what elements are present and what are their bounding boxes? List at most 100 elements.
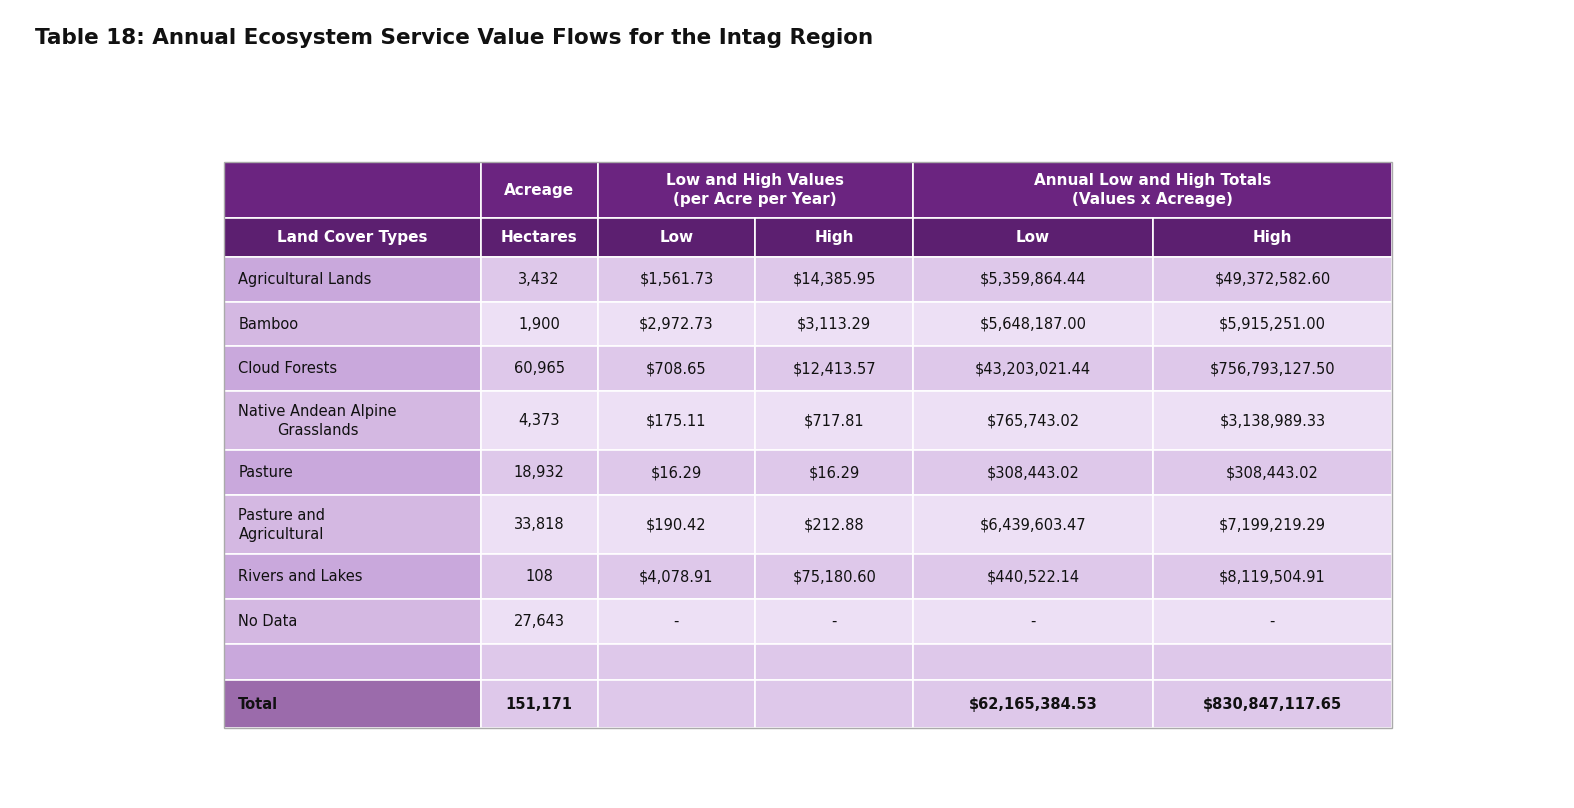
Text: -: - bbox=[1029, 614, 1036, 629]
Bar bbox=[224, 554, 480, 599]
Bar bbox=[756, 450, 913, 495]
Text: -: - bbox=[831, 614, 837, 629]
Bar bbox=[598, 391, 756, 450]
Bar bbox=[224, 301, 480, 347]
Text: $16.29: $16.29 bbox=[809, 465, 859, 480]
Bar bbox=[1152, 301, 1393, 347]
Text: Low and High Values
(per Acre per Year): Low and High Values (per Acre per Year) bbox=[666, 173, 844, 208]
Bar bbox=[913, 218, 1152, 257]
Bar bbox=[480, 495, 598, 554]
Bar bbox=[913, 391, 1152, 450]
Text: $308,443.02: $308,443.02 bbox=[1226, 465, 1319, 480]
Text: 1,900: 1,900 bbox=[518, 317, 560, 331]
Bar bbox=[1152, 391, 1393, 450]
Text: $12,413.57: $12,413.57 bbox=[792, 361, 877, 377]
Bar bbox=[756, 599, 913, 644]
Bar bbox=[480, 347, 598, 391]
Bar bbox=[480, 554, 598, 599]
Bar bbox=[480, 301, 598, 347]
Bar bbox=[224, 680, 480, 729]
Text: $5,359,864.44: $5,359,864.44 bbox=[979, 271, 1086, 287]
Bar bbox=[1152, 347, 1393, 391]
Bar bbox=[913, 554, 1152, 599]
Bar bbox=[913, 450, 1152, 495]
Text: Acreage: Acreage bbox=[504, 183, 575, 198]
Text: Agricultural Lands: Agricultural Lands bbox=[238, 271, 371, 287]
Bar bbox=[598, 495, 756, 554]
Text: 3,432: 3,432 bbox=[518, 271, 560, 287]
Text: Low: Low bbox=[660, 230, 694, 245]
Bar bbox=[224, 347, 480, 391]
Text: Pasture: Pasture bbox=[238, 465, 293, 480]
Text: $6,439,603.47: $6,439,603.47 bbox=[979, 517, 1086, 532]
Text: Land Cover Types: Land Cover Types bbox=[277, 230, 428, 245]
Text: $190.42: $190.42 bbox=[645, 517, 707, 532]
Text: $830,847,117.65: $830,847,117.65 bbox=[1203, 696, 1343, 712]
Bar bbox=[756, 554, 913, 599]
Bar bbox=[224, 218, 480, 257]
Text: 108: 108 bbox=[526, 569, 552, 584]
Text: 4,373: 4,373 bbox=[518, 414, 560, 428]
Bar bbox=[598, 644, 756, 680]
Bar bbox=[480, 644, 598, 680]
Bar bbox=[913, 301, 1152, 347]
Text: No Data: No Data bbox=[238, 614, 297, 629]
Bar bbox=[1152, 450, 1393, 495]
Bar bbox=[224, 450, 480, 495]
Text: 27,643: 27,643 bbox=[513, 614, 565, 629]
Text: $5,648,187.00: $5,648,187.00 bbox=[979, 317, 1086, 331]
Text: $765,743.02: $765,743.02 bbox=[987, 414, 1080, 428]
Bar bbox=[480, 218, 598, 257]
Bar bbox=[480, 599, 598, 644]
Bar bbox=[913, 644, 1152, 680]
Text: $708.65: $708.65 bbox=[645, 361, 707, 377]
Bar bbox=[598, 680, 756, 729]
Text: High: High bbox=[1253, 230, 1292, 245]
Bar bbox=[598, 301, 756, 347]
Bar bbox=[1152, 495, 1393, 554]
Text: $4,078.91: $4,078.91 bbox=[639, 569, 713, 584]
Bar bbox=[1152, 554, 1393, 599]
Bar bbox=[224, 495, 480, 554]
Bar bbox=[756, 495, 913, 554]
Bar bbox=[913, 495, 1152, 554]
Text: Cloud Forests: Cloud Forests bbox=[238, 361, 337, 377]
Text: $308,443.02: $308,443.02 bbox=[987, 465, 1080, 480]
Bar bbox=[1152, 218, 1393, 257]
Bar bbox=[913, 162, 1393, 218]
Text: $16.29: $16.29 bbox=[650, 465, 702, 480]
Text: Bamboo: Bamboo bbox=[238, 317, 299, 331]
Text: $2,972.73: $2,972.73 bbox=[639, 317, 713, 331]
Bar bbox=[598, 450, 756, 495]
Text: Annual Low and High Totals
(Values x Acreage): Annual Low and High Totals (Values x Acr… bbox=[1034, 173, 1272, 208]
Text: -: - bbox=[1270, 614, 1275, 629]
Text: Table 18: Annual Ecosystem Service Value Flows for the Intag Region: Table 18: Annual Ecosystem Service Value… bbox=[35, 28, 872, 48]
Text: $14,385.95: $14,385.95 bbox=[792, 271, 875, 287]
Text: $1,561.73: $1,561.73 bbox=[639, 271, 713, 287]
Bar bbox=[756, 257, 913, 301]
Bar bbox=[480, 680, 598, 729]
Bar bbox=[1152, 644, 1393, 680]
Bar bbox=[756, 391, 913, 450]
Text: $49,372,582.60: $49,372,582.60 bbox=[1214, 271, 1330, 287]
Text: Low: Low bbox=[1015, 230, 1050, 245]
Text: $75,180.60: $75,180.60 bbox=[792, 569, 877, 584]
Text: $62,165,384.53: $62,165,384.53 bbox=[968, 696, 1097, 712]
Text: 18,932: 18,932 bbox=[513, 465, 565, 480]
Text: Hectares: Hectares bbox=[501, 230, 578, 245]
Bar bbox=[598, 554, 756, 599]
Bar bbox=[913, 347, 1152, 391]
Bar bbox=[480, 162, 598, 218]
Bar bbox=[480, 257, 598, 301]
Text: 33,818: 33,818 bbox=[513, 517, 565, 532]
Bar bbox=[598, 218, 756, 257]
Bar bbox=[1152, 599, 1393, 644]
Text: $7,199,219.29: $7,199,219.29 bbox=[1218, 517, 1325, 532]
Bar bbox=[598, 257, 756, 301]
Text: $8,119,504.91: $8,119,504.91 bbox=[1218, 569, 1325, 584]
Bar bbox=[480, 391, 598, 450]
Text: $5,915,251.00: $5,915,251.00 bbox=[1218, 317, 1325, 331]
Text: $3,138,989.33: $3,138,989.33 bbox=[1220, 414, 1325, 428]
Text: $175.11: $175.11 bbox=[647, 414, 707, 428]
Text: $43,203,021.44: $43,203,021.44 bbox=[974, 361, 1091, 377]
